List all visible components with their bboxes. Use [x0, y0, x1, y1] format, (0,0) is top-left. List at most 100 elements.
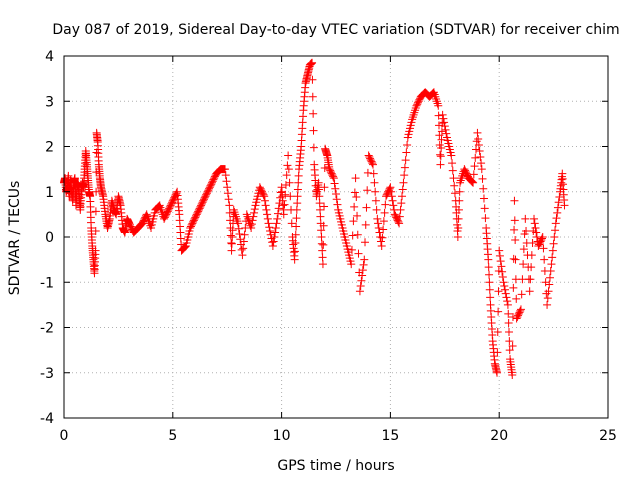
data-point: [91, 207, 100, 216]
data-point: [286, 192, 295, 201]
data-point: [450, 189, 459, 198]
data-point: [471, 145, 480, 154]
data-point: [543, 294, 552, 303]
data-point: [233, 217, 242, 226]
data-point: [411, 106, 420, 115]
data-point: [410, 108, 419, 117]
data-point: [221, 171, 230, 180]
data-point: [331, 184, 340, 193]
data-point: [508, 371, 517, 380]
data-point: [510, 225, 519, 234]
data-point: [369, 169, 378, 178]
data-point: [476, 153, 485, 162]
data-point: [497, 262, 506, 271]
data-point: [437, 127, 446, 136]
data-point: [273, 214, 282, 223]
data-point: [486, 293, 495, 302]
data-point: [230, 208, 239, 217]
data-point: [260, 196, 269, 205]
data-point: [527, 263, 536, 272]
data-point: [400, 163, 409, 172]
data-point: [378, 233, 387, 242]
data-point: [244, 214, 253, 223]
data-point: [274, 204, 283, 213]
data-point: [474, 134, 483, 143]
data-point: [353, 230, 362, 239]
data-point: [538, 233, 547, 241]
data-point: [469, 170, 478, 179]
data-point: [548, 253, 557, 262]
data-point: [395, 219, 404, 228]
data-point: [317, 239, 326, 248]
data-point: [281, 190, 290, 199]
y-tick-label: -1: [40, 275, 54, 291]
data-point: [261, 201, 270, 210]
data-point: [539, 244, 548, 253]
data-point: [361, 238, 370, 247]
data-point: [542, 289, 551, 298]
data-point: [493, 368, 502, 377]
x-tick-label: 5: [168, 428, 177, 444]
data-point: [320, 163, 329, 172]
data-point: [544, 287, 553, 296]
data-point: [504, 328, 513, 337]
data-point: [263, 210, 272, 219]
data-point: [509, 254, 518, 263]
data-point: [292, 222, 301, 231]
data-point: [504, 318, 513, 327]
data-point: [368, 159, 377, 168]
data-point: [509, 283, 518, 292]
data-point: [371, 187, 380, 196]
data-point: [291, 239, 300, 248]
data-point: [282, 171, 291, 180]
data-point: [398, 185, 407, 194]
data-point: [363, 186, 372, 195]
data-point: [374, 223, 383, 232]
data-point: [317, 226, 326, 235]
data-point: [349, 217, 358, 226]
data-point: [530, 219, 539, 228]
data-point: [551, 219, 560, 228]
data-point: [272, 219, 281, 228]
data-point: [227, 239, 236, 248]
data-point: [436, 160, 445, 169]
data-point: [293, 199, 302, 208]
y-tick-label: 0: [45, 230, 54, 246]
data-point: [454, 214, 463, 223]
data-point: [493, 328, 502, 337]
data-point: [537, 234, 546, 243]
data-point: [494, 287, 503, 296]
data-point: [485, 285, 494, 294]
data-point: [394, 217, 403, 226]
data-point: [269, 237, 278, 246]
data-point: [248, 216, 257, 225]
data-point: [361, 220, 370, 229]
data-point: [222, 177, 231, 186]
data-point: [478, 174, 487, 183]
data-point: [228, 226, 237, 235]
data-point: [554, 198, 563, 207]
data-point: [493, 348, 502, 357]
data-point: [508, 341, 517, 350]
data-point: [469, 178, 478, 187]
data-point: [350, 202, 359, 211]
data-point: [550, 233, 559, 241]
data-point: [225, 201, 234, 210]
data-point: [540, 255, 549, 264]
data-point: [360, 255, 369, 264]
data-point: [525, 287, 534, 296]
data-point: [454, 205, 463, 214]
data-point: [545, 273, 554, 282]
data-point: [276, 188, 285, 197]
data-point: [433, 99, 442, 108]
data-point: [279, 210, 288, 219]
data-point: [250, 205, 259, 214]
data-point: [485, 278, 494, 287]
data-point: [250, 208, 259, 217]
data-point: [495, 251, 504, 260]
data-point: [548, 246, 557, 255]
data-point: [485, 270, 494, 279]
data-point: [294, 178, 303, 187]
y-tick-label: -3: [40, 366, 54, 382]
data-point: [224, 195, 233, 204]
